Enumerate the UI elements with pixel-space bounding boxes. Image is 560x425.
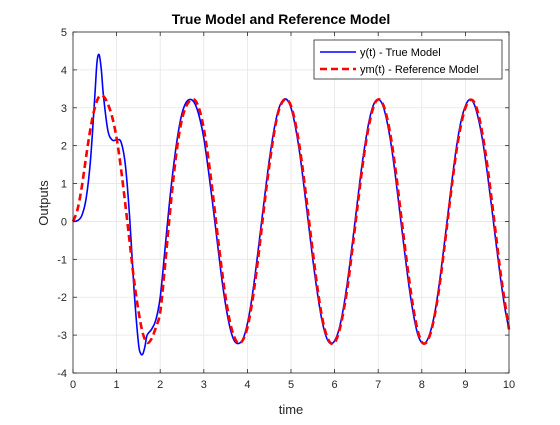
x-tick-label: 9: [462, 379, 468, 391]
x-tick-label: 0: [70, 379, 76, 391]
y-tick-label: -4: [57, 368, 67, 380]
x-tick-label: 10: [503, 379, 515, 391]
y-axis-label: Outputs: [36, 180, 51, 226]
data-series: [71, 53, 511, 356]
y-tick-label: 5: [61, 27, 67, 39]
x-tick-label: 2: [157, 379, 163, 391]
legend-label-reference-model: ym(t) - Reference Model: [360, 64, 479, 76]
series-line-reference-model: [71, 93, 511, 346]
legend-label-true-model: y(t) - True Model: [360, 47, 441, 59]
y-tick-label: 4: [61, 65, 67, 77]
y-tick-label: -1: [57, 254, 67, 266]
y-tick-label: -3: [57, 330, 67, 342]
y-tick-label: 1: [61, 179, 67, 191]
chart-title: True Model and Reference Model: [172, 11, 391, 27]
x-tick-label: 6: [332, 379, 338, 391]
y-tick-label: -2: [57, 292, 67, 304]
y-tick-label: 3: [61, 103, 67, 115]
axis-ticks: 0 1 2 3 4 5 6 7 8 9 10 -4 -3 -2 -1 0 1 2 3 4 5: [57, 27, 515, 391]
x-tick-label: 3: [201, 379, 207, 391]
legend-box: [313, 39, 503, 80]
x-tick-label: 5: [288, 379, 294, 391]
x-tick-label: 1: [114, 379, 120, 391]
x-tick-label: 4: [244, 379, 250, 391]
x-tick-label: 8: [419, 379, 425, 391]
x-axis-label: time: [279, 402, 304, 417]
x-tick-label: 7: [375, 379, 381, 391]
legend: y(t) - True Model ym(t) - Reference Mode…: [313, 39, 503, 80]
y-tick-label: 2: [61, 141, 67, 153]
y-tick-label: 0: [61, 216, 67, 228]
